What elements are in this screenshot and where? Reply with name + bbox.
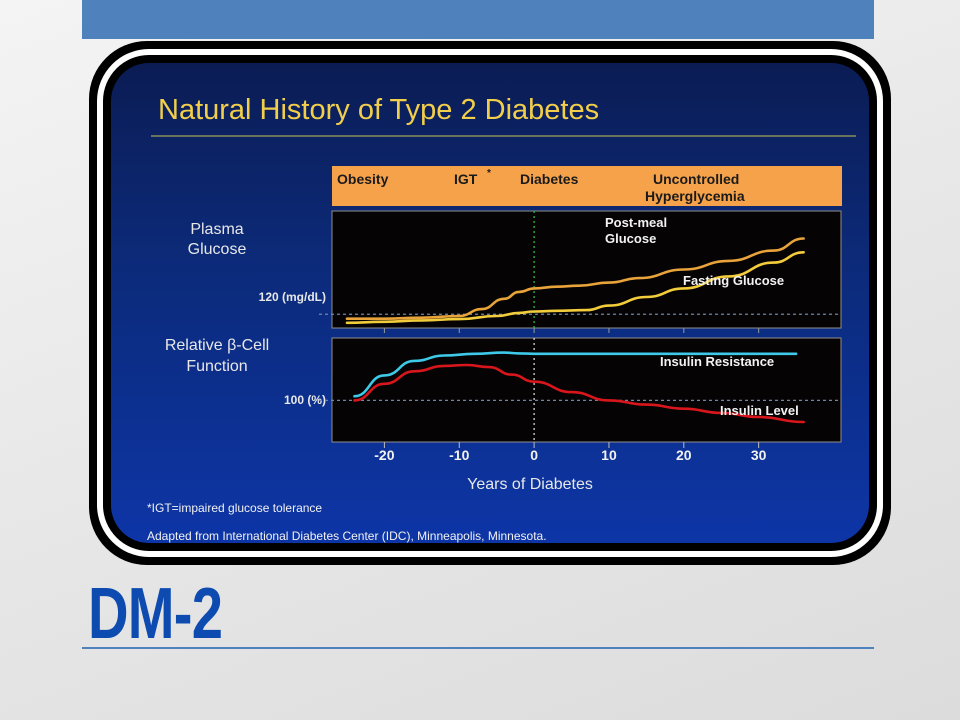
beta-reference-label: 100 (%): [284, 393, 326, 407]
image-frame: Natural History of Type 2 Diabetes Obesi…: [89, 41, 891, 565]
x-tick-label: -20: [374, 447, 394, 463]
series-label-insulin-resistance: Insulin Resistance: [660, 354, 774, 369]
embedded-slide-image: Natural History of Type 2 Diabetes Obesi…: [111, 63, 869, 543]
beta-axis-label-line2: Function: [186, 358, 247, 375]
x-axis-ticks: -20 -10 0 10 20 30: [374, 328, 767, 463]
beta-axis-label-line1: Relative β-Cell: [165, 337, 269, 354]
top-accent-bar: [82, 0, 874, 39]
x-tick-label: 0: [530, 447, 538, 463]
diabetes-history-chart: Natural History of Type 2 Diabetes Obesi…: [147, 94, 856, 543]
x-tick-label: 20: [676, 447, 692, 463]
stage-banner: [332, 166, 842, 206]
glucose-axis-label-line1: Plasma: [190, 221, 243, 238]
series-label-insulin-level: Insulin Level: [720, 403, 799, 418]
glucose-axis-label-line2: Glucose: [188, 241, 247, 258]
series-line-insulin-level: [353, 363, 805, 424]
series-label-fasting: Fasting Glucose: [683, 273, 784, 288]
x-tick-label: 30: [751, 447, 767, 463]
stage-uncontrolled: Uncontrolled: [653, 171, 739, 187]
slide-title: DM-2: [88, 574, 223, 654]
stage-diabetes: Diabetes: [520, 171, 579, 187]
beta-series-group: [319, 338, 841, 442]
bottom-rule: [82, 647, 874, 649]
stage-hyperglycemia: Hyperglycemia: [645, 188, 745, 204]
stage-igt-marker: *: [487, 168, 491, 179]
glucose-plot-area: [331, 210, 842, 329]
x-tick-label: -10: [449, 447, 469, 463]
x-axis-title: Years of Diabetes: [467, 476, 593, 493]
stage-igt: IGT: [454, 171, 478, 187]
footnote: *IGT=impaired glucose tolerance: [147, 501, 322, 515]
stage-obesity: Obesity: [337, 171, 389, 187]
series-line-post-meal-glucose: [345, 237, 805, 320]
image-heading: Natural History of Type 2 Diabetes: [158, 94, 599, 126]
series-label-post-meal-line1: Post-meal: [605, 215, 667, 230]
glucose-series-group: [319, 211, 841, 328]
series-line-insulin-resistance: [353, 351, 798, 398]
glucose-reference-label: 120 (mg/dL): [259, 290, 326, 304]
source-note: Adapted from International Diabetes Cent…: [147, 529, 547, 543]
series-line-fasting-glucose: [345, 251, 805, 325]
series-label-post-meal-line2: Glucose: [605, 231, 656, 246]
x-tick-label: 10: [601, 447, 617, 463]
beta-cell-plot-area: [331, 337, 842, 443]
